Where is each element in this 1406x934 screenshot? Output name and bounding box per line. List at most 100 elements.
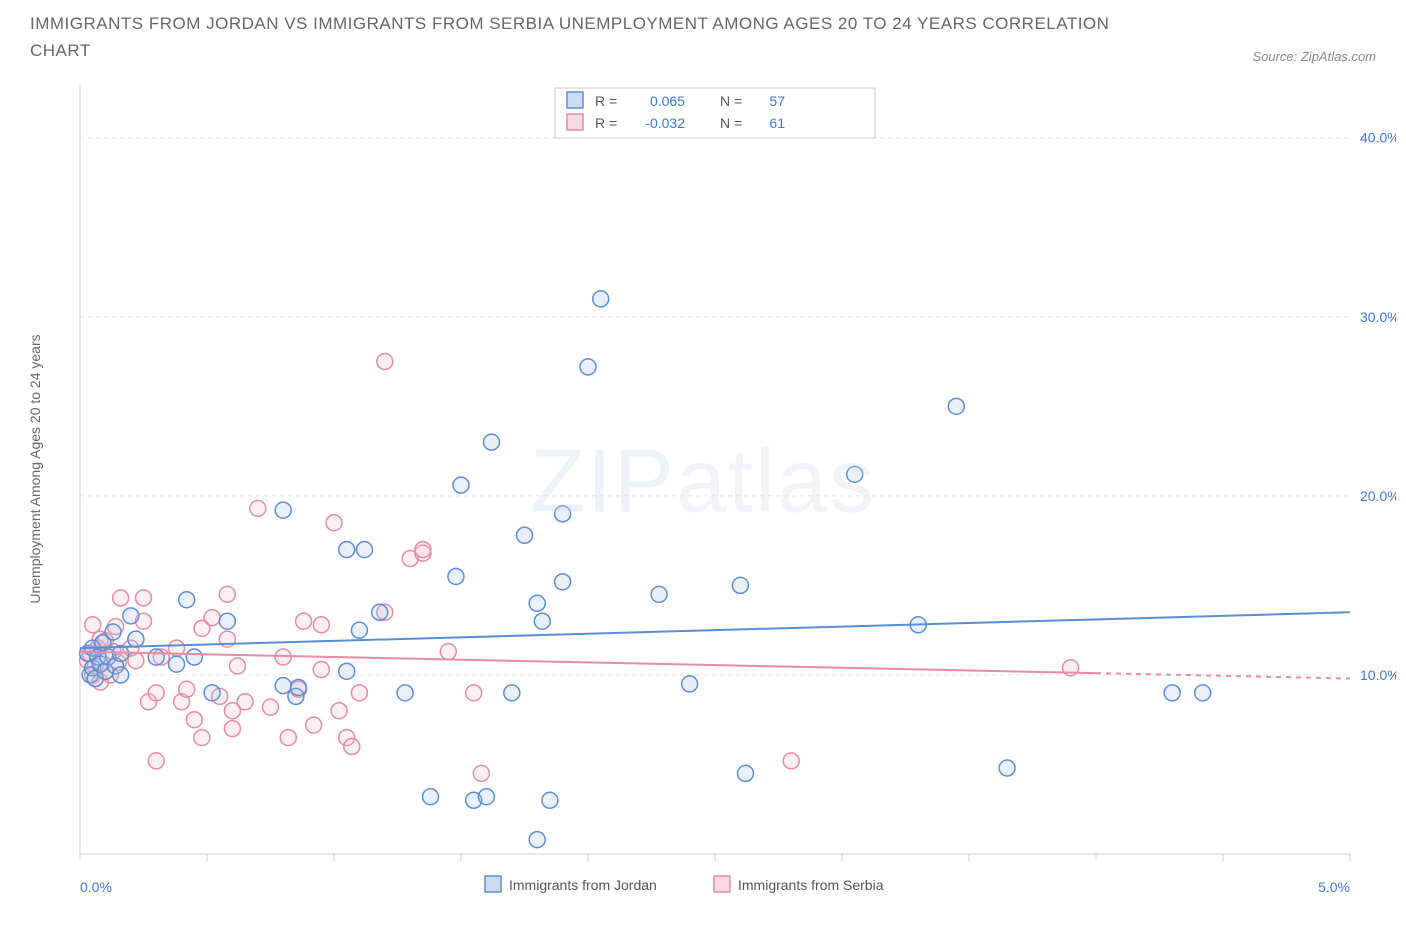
data-point (136, 590, 152, 606)
data-point (263, 700, 279, 716)
data-point (423, 789, 439, 805)
x-tick-label: 5.0% (1318, 879, 1350, 895)
data-point (397, 685, 413, 701)
data-point (306, 717, 322, 733)
correlation-chart: ZIPatlas 10.0%20.0%30.0%40.0%0.0%5.0%Une… (10, 74, 1396, 924)
data-point (113, 667, 129, 683)
data-point (313, 617, 329, 633)
data-point (999, 760, 1015, 776)
data-point (237, 694, 253, 710)
data-point (186, 712, 202, 728)
data-point (440, 644, 456, 660)
legend-swatch (714, 876, 730, 892)
data-point (275, 503, 291, 519)
data-point (313, 662, 329, 678)
data-point (105, 624, 121, 640)
data-point (179, 592, 195, 608)
data-point (580, 359, 596, 375)
data-point (113, 590, 129, 606)
legend-swatch (567, 92, 583, 108)
data-point (732, 578, 748, 594)
data-point (377, 354, 393, 370)
data-point (250, 501, 266, 517)
data-point (290, 680, 306, 696)
data-point (783, 753, 799, 769)
data-point (229, 658, 245, 674)
y-tick-label: 10.0% (1360, 667, 1396, 683)
data-point (542, 793, 558, 809)
source-attribution: Source: ZipAtlas.com (1252, 49, 1376, 64)
data-point (275, 678, 291, 694)
data-point (453, 477, 469, 493)
data-point (483, 435, 499, 451)
data-point (296, 614, 312, 630)
data-point (534, 614, 550, 630)
data-point (351, 685, 367, 701)
data-point (280, 730, 296, 746)
data-point (219, 587, 235, 603)
data-point (148, 649, 164, 665)
data-point (204, 610, 220, 626)
chart-svg: 10.0% 20.0% 30.0% 40.0% 0.0% 5.0% Unemployment… (10, 74, 1396, 924)
data-point (415, 542, 431, 558)
data-point (448, 569, 464, 585)
x-tick-label: 0.0% (80, 879, 112, 895)
data-point (473, 766, 489, 782)
stat-r-value: 0.065 (650, 93, 685, 109)
data-point (682, 676, 698, 692)
data-point (356, 542, 372, 558)
data-point (372, 605, 388, 621)
stat-n-label: N = (720, 93, 742, 109)
data-point (529, 596, 545, 612)
data-point (339, 664, 355, 680)
data-point (948, 399, 964, 415)
data-point (847, 467, 863, 483)
data-point (186, 649, 202, 665)
y-tick-label: 20.0% (1360, 488, 1396, 504)
legend-label: Immigrants from Jordan (509, 877, 657, 893)
data-point (169, 657, 185, 673)
data-point (351, 623, 367, 639)
data-point (339, 542, 355, 558)
stat-n-label: N = (720, 115, 742, 131)
legend-label: Immigrants from Serbia (738, 877, 884, 893)
data-point (344, 739, 360, 755)
data-point (651, 587, 667, 603)
data-point (148, 753, 164, 769)
data-point (128, 631, 144, 647)
data-point (224, 721, 240, 737)
data-point (219, 614, 235, 630)
data-point (504, 685, 520, 701)
data-point (204, 685, 220, 701)
page-title: IMMIGRANTS FROM JORDAN VS IMMIGRANTS FRO… (30, 10, 1130, 64)
data-point (478, 789, 494, 805)
data-point (85, 617, 101, 633)
data-point (529, 832, 545, 848)
legend-swatch (567, 114, 583, 130)
data-point (331, 703, 347, 719)
data-point (593, 291, 609, 307)
data-point (1195, 685, 1211, 701)
data-point (555, 506, 571, 522)
data-point (555, 574, 571, 590)
y-axis-label: Unemployment Among Ages 20 to 24 years (27, 335, 43, 604)
data-point (466, 685, 482, 701)
data-point (148, 685, 164, 701)
stat-n-value: 57 (769, 93, 785, 109)
data-point (326, 515, 342, 531)
y-tick-label: 40.0% (1360, 130, 1396, 146)
data-point (123, 608, 139, 624)
data-point (194, 730, 210, 746)
y-tick-label: 30.0% (1360, 309, 1396, 325)
stat-r-label: R = (595, 93, 617, 109)
stat-r-label: R = (595, 115, 617, 131)
regression-line (80, 613, 1350, 649)
regression-line-extrapolated (1096, 674, 1350, 679)
stat-r-value: -0.032 (645, 115, 685, 131)
data-point (1164, 685, 1180, 701)
data-point (179, 682, 195, 698)
legend-swatch (485, 876, 501, 892)
data-point (737, 766, 753, 782)
stat-n-value: 61 (769, 115, 785, 131)
data-point (128, 653, 144, 669)
